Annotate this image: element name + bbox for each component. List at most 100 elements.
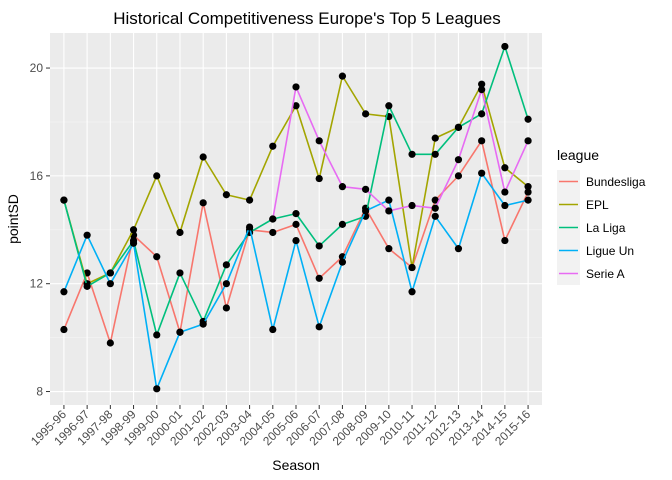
legend-item: Ligue Un bbox=[557, 239, 634, 262]
y-axis-title: pointSD bbox=[5, 194, 21, 244]
y-axis: 8 12 16 20 bbox=[30, 61, 50, 399]
data-point bbox=[106, 339, 114, 347]
major-gridlines bbox=[50, 33, 542, 405]
data-point bbox=[106, 280, 114, 288]
data-point bbox=[362, 185, 370, 193]
data-point bbox=[454, 172, 463, 180]
data-point bbox=[222, 304, 230, 312]
data-point bbox=[83, 282, 91, 290]
data-point bbox=[408, 150, 416, 158]
data-point bbox=[431, 134, 439, 142]
data-point bbox=[478, 137, 486, 145]
data-point bbox=[501, 201, 509, 210]
data-point bbox=[431, 150, 439, 158]
data-point bbox=[60, 196, 68, 204]
data-point bbox=[338, 258, 347, 266]
data-point bbox=[408, 263, 416, 272]
x-axis: 1995-961996-971997-981998-991999-002000-… bbox=[28, 405, 533, 448]
data-point bbox=[129, 226, 138, 234]
data-point bbox=[292, 83, 300, 91]
y-tick-label: 20 bbox=[30, 61, 44, 75]
data-point bbox=[501, 188, 509, 196]
data-point bbox=[385, 207, 393, 215]
data-point bbox=[408, 201, 416, 210]
series-layer bbox=[60, 42, 532, 393]
data-point bbox=[199, 320, 207, 328]
data-point bbox=[106, 269, 114, 277]
data-point bbox=[338, 183, 347, 191]
data-point bbox=[385, 245, 393, 253]
data-point bbox=[269, 228, 277, 237]
data-point bbox=[153, 172, 161, 180]
data-point bbox=[315, 323, 323, 331]
data-point bbox=[501, 236, 509, 245]
data-point bbox=[292, 220, 300, 228]
data-point bbox=[501, 42, 509, 51]
data-point bbox=[222, 280, 230, 288]
series-ligue-un bbox=[60, 169, 532, 393]
data-point bbox=[338, 220, 347, 228]
data-point bbox=[385, 102, 393, 110]
data-point bbox=[176, 228, 184, 237]
data-point bbox=[222, 261, 230, 269]
data-point bbox=[153, 331, 161, 339]
data-point bbox=[315, 274, 323, 282]
legend-item: Serie A bbox=[557, 262, 625, 285]
data-point bbox=[338, 72, 347, 80]
data-point bbox=[60, 288, 68, 296]
y-tick-label: 12 bbox=[30, 277, 44, 291]
legend-title: league bbox=[557, 147, 599, 163]
data-point bbox=[199, 153, 207, 161]
data-point bbox=[245, 223, 254, 231]
data-point bbox=[524, 183, 532, 191]
legend-items: Bundesliga EPL La Liga Ligue Un Serie A bbox=[557, 170, 646, 285]
data-point bbox=[454, 156, 463, 164]
data-point bbox=[269, 325, 277, 334]
legend-label: Serie A bbox=[586, 267, 625, 281]
data-point bbox=[454, 245, 463, 253]
data-point bbox=[315, 242, 323, 250]
chart-title: Historical Competitiveness Europe's Top … bbox=[113, 9, 501, 28]
data-point bbox=[478, 110, 486, 118]
data-point bbox=[408, 288, 416, 296]
data-point bbox=[431, 212, 439, 220]
data-point bbox=[129, 239, 138, 247]
data-point bbox=[524, 188, 532, 196]
data-point bbox=[60, 325, 68, 334]
data-point bbox=[199, 199, 207, 207]
legend-label: Ligue Un bbox=[586, 244, 634, 258]
data-point bbox=[83, 231, 91, 239]
legend-label: EPL bbox=[586, 198, 609, 212]
data-point bbox=[524, 115, 532, 123]
data-point bbox=[176, 328, 184, 336]
legend-item: EPL bbox=[557, 193, 609, 216]
data-point bbox=[431, 204, 439, 212]
legend-label: La Liga bbox=[586, 221, 626, 235]
data-point bbox=[292, 236, 300, 245]
data-point bbox=[153, 253, 161, 261]
y-tick-label: 8 bbox=[36, 385, 43, 399]
legend-item: Bundesliga bbox=[557, 170, 646, 193]
data-point bbox=[478, 169, 486, 177]
data-point bbox=[153, 385, 161, 393]
data-point bbox=[315, 174, 323, 183]
data-point bbox=[222, 191, 230, 199]
data-point bbox=[478, 80, 486, 88]
series-line bbox=[272, 86, 529, 220]
data-point bbox=[292, 210, 300, 218]
data-point bbox=[524, 196, 532, 204]
legend: league Bundesliga EPL La Liga Ligue Un Serie… bbox=[557, 147, 646, 285]
series-serie-a bbox=[269, 83, 532, 223]
y-tick-label: 16 bbox=[30, 169, 44, 183]
data-point bbox=[501, 164, 509, 172]
data-point bbox=[269, 142, 277, 150]
data-point bbox=[315, 137, 323, 145]
legend-item: La Liga bbox=[557, 216, 626, 239]
data-point bbox=[292, 102, 300, 110]
data-point bbox=[176, 269, 184, 277]
data-point bbox=[478, 86, 486, 94]
data-point bbox=[454, 123, 463, 131]
data-point bbox=[362, 207, 370, 215]
